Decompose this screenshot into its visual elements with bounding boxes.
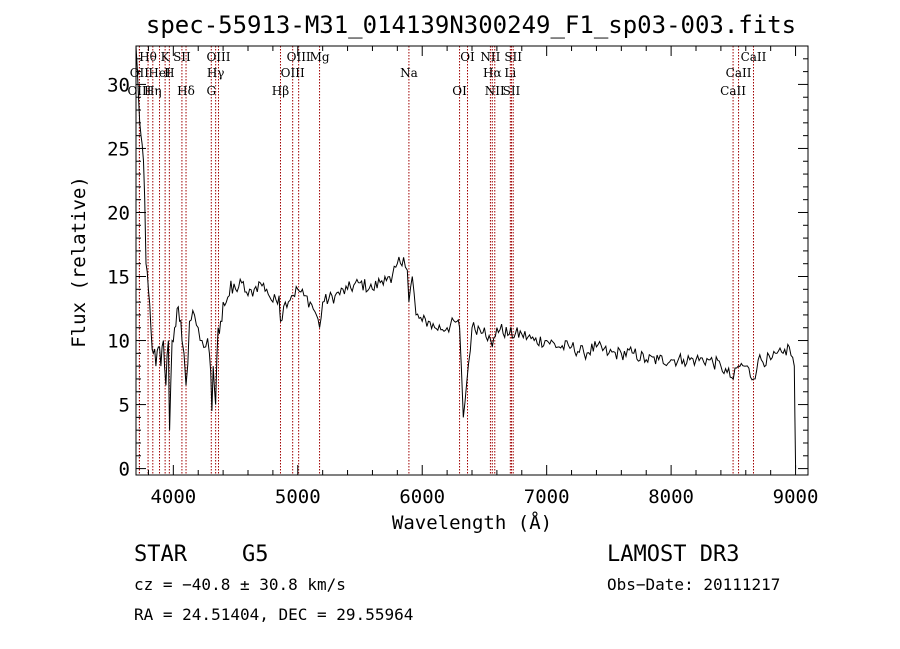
y-tick-label: 10 [107, 331, 130, 353]
line-label: NII [485, 84, 505, 98]
coordinates-readout: RA = 24.51404, DEC = 29.55964 [134, 605, 413, 624]
x-tick-label: 8000 [648, 486, 694, 508]
line-label: K [161, 50, 171, 64]
line-label: H [164, 66, 174, 80]
line-label: OIII [127, 84, 151, 98]
object-class: STAR [134, 542, 188, 567]
line-label: SII [503, 84, 521, 98]
line-label: NII [480, 50, 500, 64]
line-label: Hα [483, 66, 502, 80]
plot-frame [135, 45, 809, 476]
line-label: Mg [310, 50, 330, 64]
x-axis-ticks: 4000 5000 6000 7000 8000 9000 [147, 46, 819, 508]
x-tick-label: 5000 [275, 486, 321, 508]
x-tick-label: 7000 [524, 486, 570, 508]
line-label: OI [452, 84, 467, 98]
line-label: Hδ [177, 84, 195, 98]
y-axis-ticks: 0 5 10 15 20 25 30 [107, 58, 808, 481]
x-tick-label: 6000 [399, 486, 445, 508]
line-label: OIII [206, 50, 230, 64]
y-tick-label: 0 [119, 459, 130, 481]
line-label: G [206, 84, 216, 98]
line-label: Hβ [272, 84, 289, 98]
y-tick-label: 25 [107, 138, 130, 160]
spectrum-series-line [135, 45, 797, 469]
line-label: CaII [720, 84, 746, 98]
line-label: CaII [741, 50, 767, 64]
chart-title: spec-55913-M31_014139N300249_F1_sp03-003… [146, 11, 796, 39]
y-tick-label: 15 [107, 267, 130, 289]
y-axis-label: Flux (relative) [68, 176, 90, 348]
line-label: Hθ [139, 50, 157, 64]
object-subclass: G5 [242, 542, 269, 567]
y-tick-label: 5 [119, 395, 130, 417]
redshift-readout: cz = −40.8 ± 30.8 km/s [134, 575, 346, 594]
line-label: Na [400, 66, 418, 80]
survey-name: LAMOST DR3 [607, 542, 739, 567]
x-tick-label: 4000 [150, 486, 196, 508]
line-label: Hη [144, 84, 162, 98]
line-label: OII [130, 66, 150, 80]
observation-date: Obs−Date: 20111217 [607, 575, 780, 594]
line-label: OIII [281, 66, 305, 80]
emission-line-labels: Hθ OII OIII K HeI Hη SII HHδ OIII Hγ G OIII OIII Hβ Mg… [127, 50, 766, 98]
line-label: Hγ [207, 66, 225, 80]
y-tick-label: 30 [107, 74, 130, 96]
x-axis-label: Wavelength (Å) [392, 511, 552, 534]
line-label: CaII [726, 66, 752, 80]
emission-line-markers [138, 46, 754, 475]
line-label: HeI [148, 66, 171, 80]
line-label: OIII [287, 50, 311, 64]
x-tick-label: 9000 [773, 486, 819, 508]
line-label: Li [504, 66, 516, 80]
line-label: SII [504, 50, 522, 64]
line-label: SII [173, 50, 191, 64]
line-label: OI [460, 50, 475, 64]
y-tick-label: 20 [107, 202, 130, 224]
